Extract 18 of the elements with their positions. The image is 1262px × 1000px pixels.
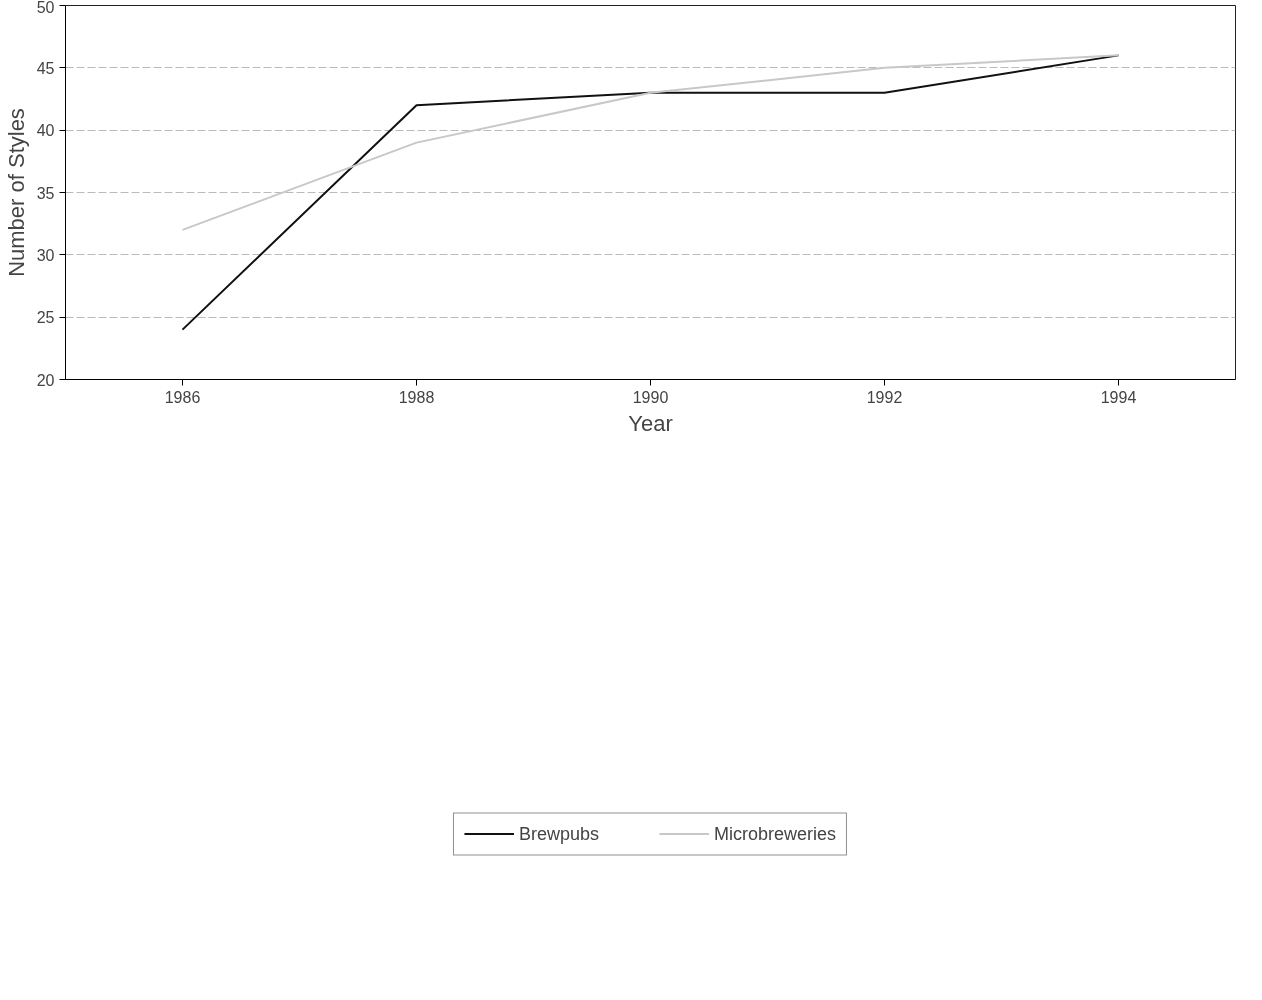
x-tick-label: 1994 [1100, 388, 1137, 406]
line-series [181, 54, 1120, 231]
x-tick-label: 1986 [164, 388, 201, 406]
legend-label: Brewpubs [518, 823, 600, 845]
x-tick-label: 1990 [632, 388, 669, 406]
y-tick-label: 25 [36, 309, 55, 327]
y-tick-label: 30 [36, 246, 55, 264]
y-tick-label: 40 [36, 122, 55, 140]
x-tick-label: 1992 [866, 388, 903, 406]
x-tick-label: 1988 [398, 388, 435, 406]
y-tick-label: 45 [36, 59, 55, 77]
y-axis-title: Number of Styles [3, 108, 29, 277]
y-tick-label: 50 [36, 0, 55, 16]
line-series [181, 54, 1120, 331]
y-tick-label: 20 [36, 371, 55, 389]
x-axis-title: Year [628, 410, 673, 436]
legend-label: Microbreweries [714, 823, 837, 845]
y-tick-label: 35 [36, 184, 55, 202]
